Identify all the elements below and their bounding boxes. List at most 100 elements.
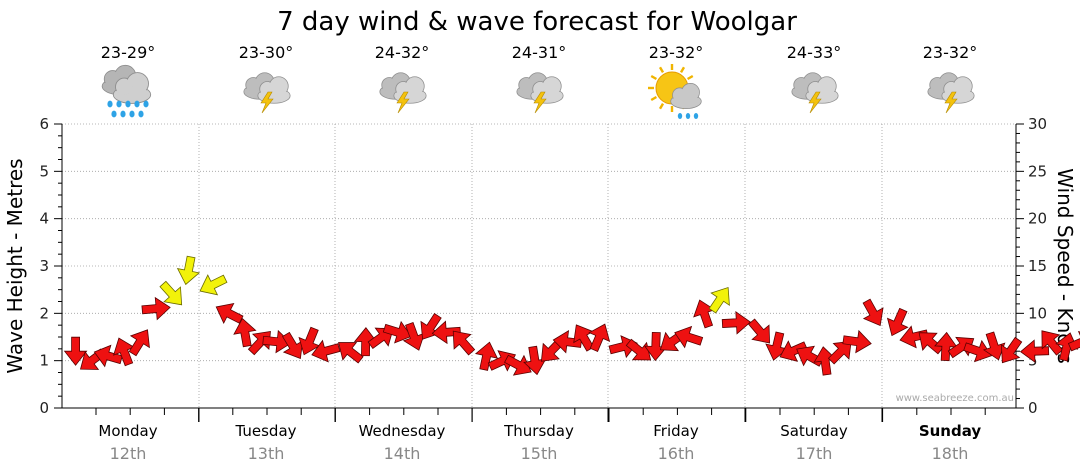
wind-arrow xyxy=(1000,336,1023,364)
sun-shower-icon xyxy=(648,64,702,119)
temperature-range: 24-33° xyxy=(787,43,842,62)
left-tick-label: 2 xyxy=(39,304,49,322)
temperature-range: 23-29° xyxy=(101,43,156,62)
storm-cloud-icon xyxy=(927,72,975,114)
lightning-bolt xyxy=(944,91,958,114)
date-label: 12th xyxy=(110,444,147,463)
storm-cloud-icon xyxy=(379,72,427,114)
wind-arrow xyxy=(1041,330,1064,356)
sun-ray xyxy=(650,74,658,81)
cloud-shape xyxy=(670,83,702,109)
cloud-part xyxy=(673,88,687,102)
raindrop xyxy=(134,100,140,108)
lightning-bolt xyxy=(533,91,547,114)
wind-arrow xyxy=(128,329,150,357)
day-label: Thursday xyxy=(503,422,574,440)
right-tick-label: 0 xyxy=(1028,399,1038,417)
cloud-part xyxy=(930,78,945,92)
storm-cloud-icon xyxy=(243,72,291,114)
date-label: 17th xyxy=(796,444,833,463)
wind-arrow xyxy=(215,302,244,325)
wind-arrow xyxy=(452,330,476,356)
sun-ray xyxy=(658,66,665,74)
wind-arrow xyxy=(233,317,257,348)
raindrop xyxy=(111,110,117,118)
date-label: 18th xyxy=(932,444,969,463)
raindrop xyxy=(125,100,131,108)
wind-arrow xyxy=(262,329,292,354)
wind-arrow xyxy=(827,340,852,365)
lightning-bolt xyxy=(396,91,410,114)
day-label: Saturday xyxy=(780,422,848,440)
temperature-range: 24-31° xyxy=(512,43,567,62)
wind-arrow xyxy=(311,339,341,363)
wind-arrow xyxy=(159,280,183,306)
lightning-bolt xyxy=(260,91,274,114)
wind-arrow xyxy=(93,344,123,368)
wind-arrow xyxy=(1067,330,1080,353)
left-tick-label: 0 xyxy=(39,399,49,417)
sun-ray xyxy=(679,66,686,74)
temperature-range: 24-32° xyxy=(375,43,430,62)
daily-weather-icons xyxy=(101,64,975,119)
cloud-part xyxy=(519,78,534,92)
raindrop xyxy=(116,100,122,108)
right-tick-label: 15 xyxy=(1028,257,1047,275)
cloud-part xyxy=(246,78,261,92)
cloud-part xyxy=(382,78,397,92)
day-label: Sunday xyxy=(919,422,982,440)
cloud-shape xyxy=(112,72,152,104)
wind-arrow xyxy=(708,286,730,314)
wind-arrow xyxy=(588,323,611,352)
wind-arrow xyxy=(721,311,752,335)
right-tick-label: 30 xyxy=(1028,115,1047,133)
day-label: Friday xyxy=(653,422,699,440)
left-tick-label: 1 xyxy=(39,352,49,370)
day-label: Wednesday xyxy=(359,422,446,440)
wind-arrow xyxy=(842,329,872,354)
raindrop xyxy=(129,110,135,118)
date-label: 13th xyxy=(248,444,285,463)
raindrop xyxy=(138,110,144,118)
right-tick-label: 25 xyxy=(1028,162,1047,180)
cloud-part xyxy=(116,78,133,95)
wind-arrow xyxy=(63,336,88,366)
wind-arrow xyxy=(176,255,201,286)
wind-arrow xyxy=(747,318,771,344)
sun-ray xyxy=(686,74,694,81)
wind-arrow xyxy=(141,296,171,321)
wind-arrow xyxy=(862,298,884,327)
left-tick-label: 5 xyxy=(39,162,49,180)
wind-arrow xyxy=(625,338,652,361)
date-label: 15th xyxy=(521,444,558,463)
wind-arrow xyxy=(779,340,808,362)
wind-arrow xyxy=(298,326,321,356)
left-tick-label: 4 xyxy=(39,210,49,228)
wind-arrow xyxy=(886,307,909,337)
left-axis-title: Wave Height - Metres xyxy=(3,158,27,373)
right-tick-label: 10 xyxy=(1028,304,1047,322)
left-tick-label: 6 xyxy=(39,115,49,133)
raindrop xyxy=(107,100,113,108)
wind-arrow xyxy=(199,274,228,296)
wind-arrow xyxy=(431,320,461,345)
raindrop xyxy=(685,113,691,119)
wind-arrow xyxy=(963,339,993,363)
day-labels: Monday 12th Tuesday 13th Wednesday 14th Thursd… xyxy=(98,422,981,463)
storm-cloud-icon xyxy=(791,72,839,114)
right-axis-title: Wind Speed - Knots xyxy=(1053,168,1077,364)
temperature-range: 23-30° xyxy=(239,43,294,62)
temperature-range: 23-32° xyxy=(923,43,978,62)
left-tick-label: 3 xyxy=(39,257,49,275)
lightning-bolt xyxy=(808,91,822,114)
rain-cloud-icon xyxy=(101,64,152,118)
wind-arrow xyxy=(1019,339,1050,364)
wind-arrow xyxy=(552,330,583,354)
wind-arrow xyxy=(918,332,944,355)
sun-ray xyxy=(658,102,665,110)
cloud-part xyxy=(794,78,809,92)
sun-ray xyxy=(650,95,658,102)
date-label: 16th xyxy=(658,444,695,463)
raindrop xyxy=(120,110,126,118)
